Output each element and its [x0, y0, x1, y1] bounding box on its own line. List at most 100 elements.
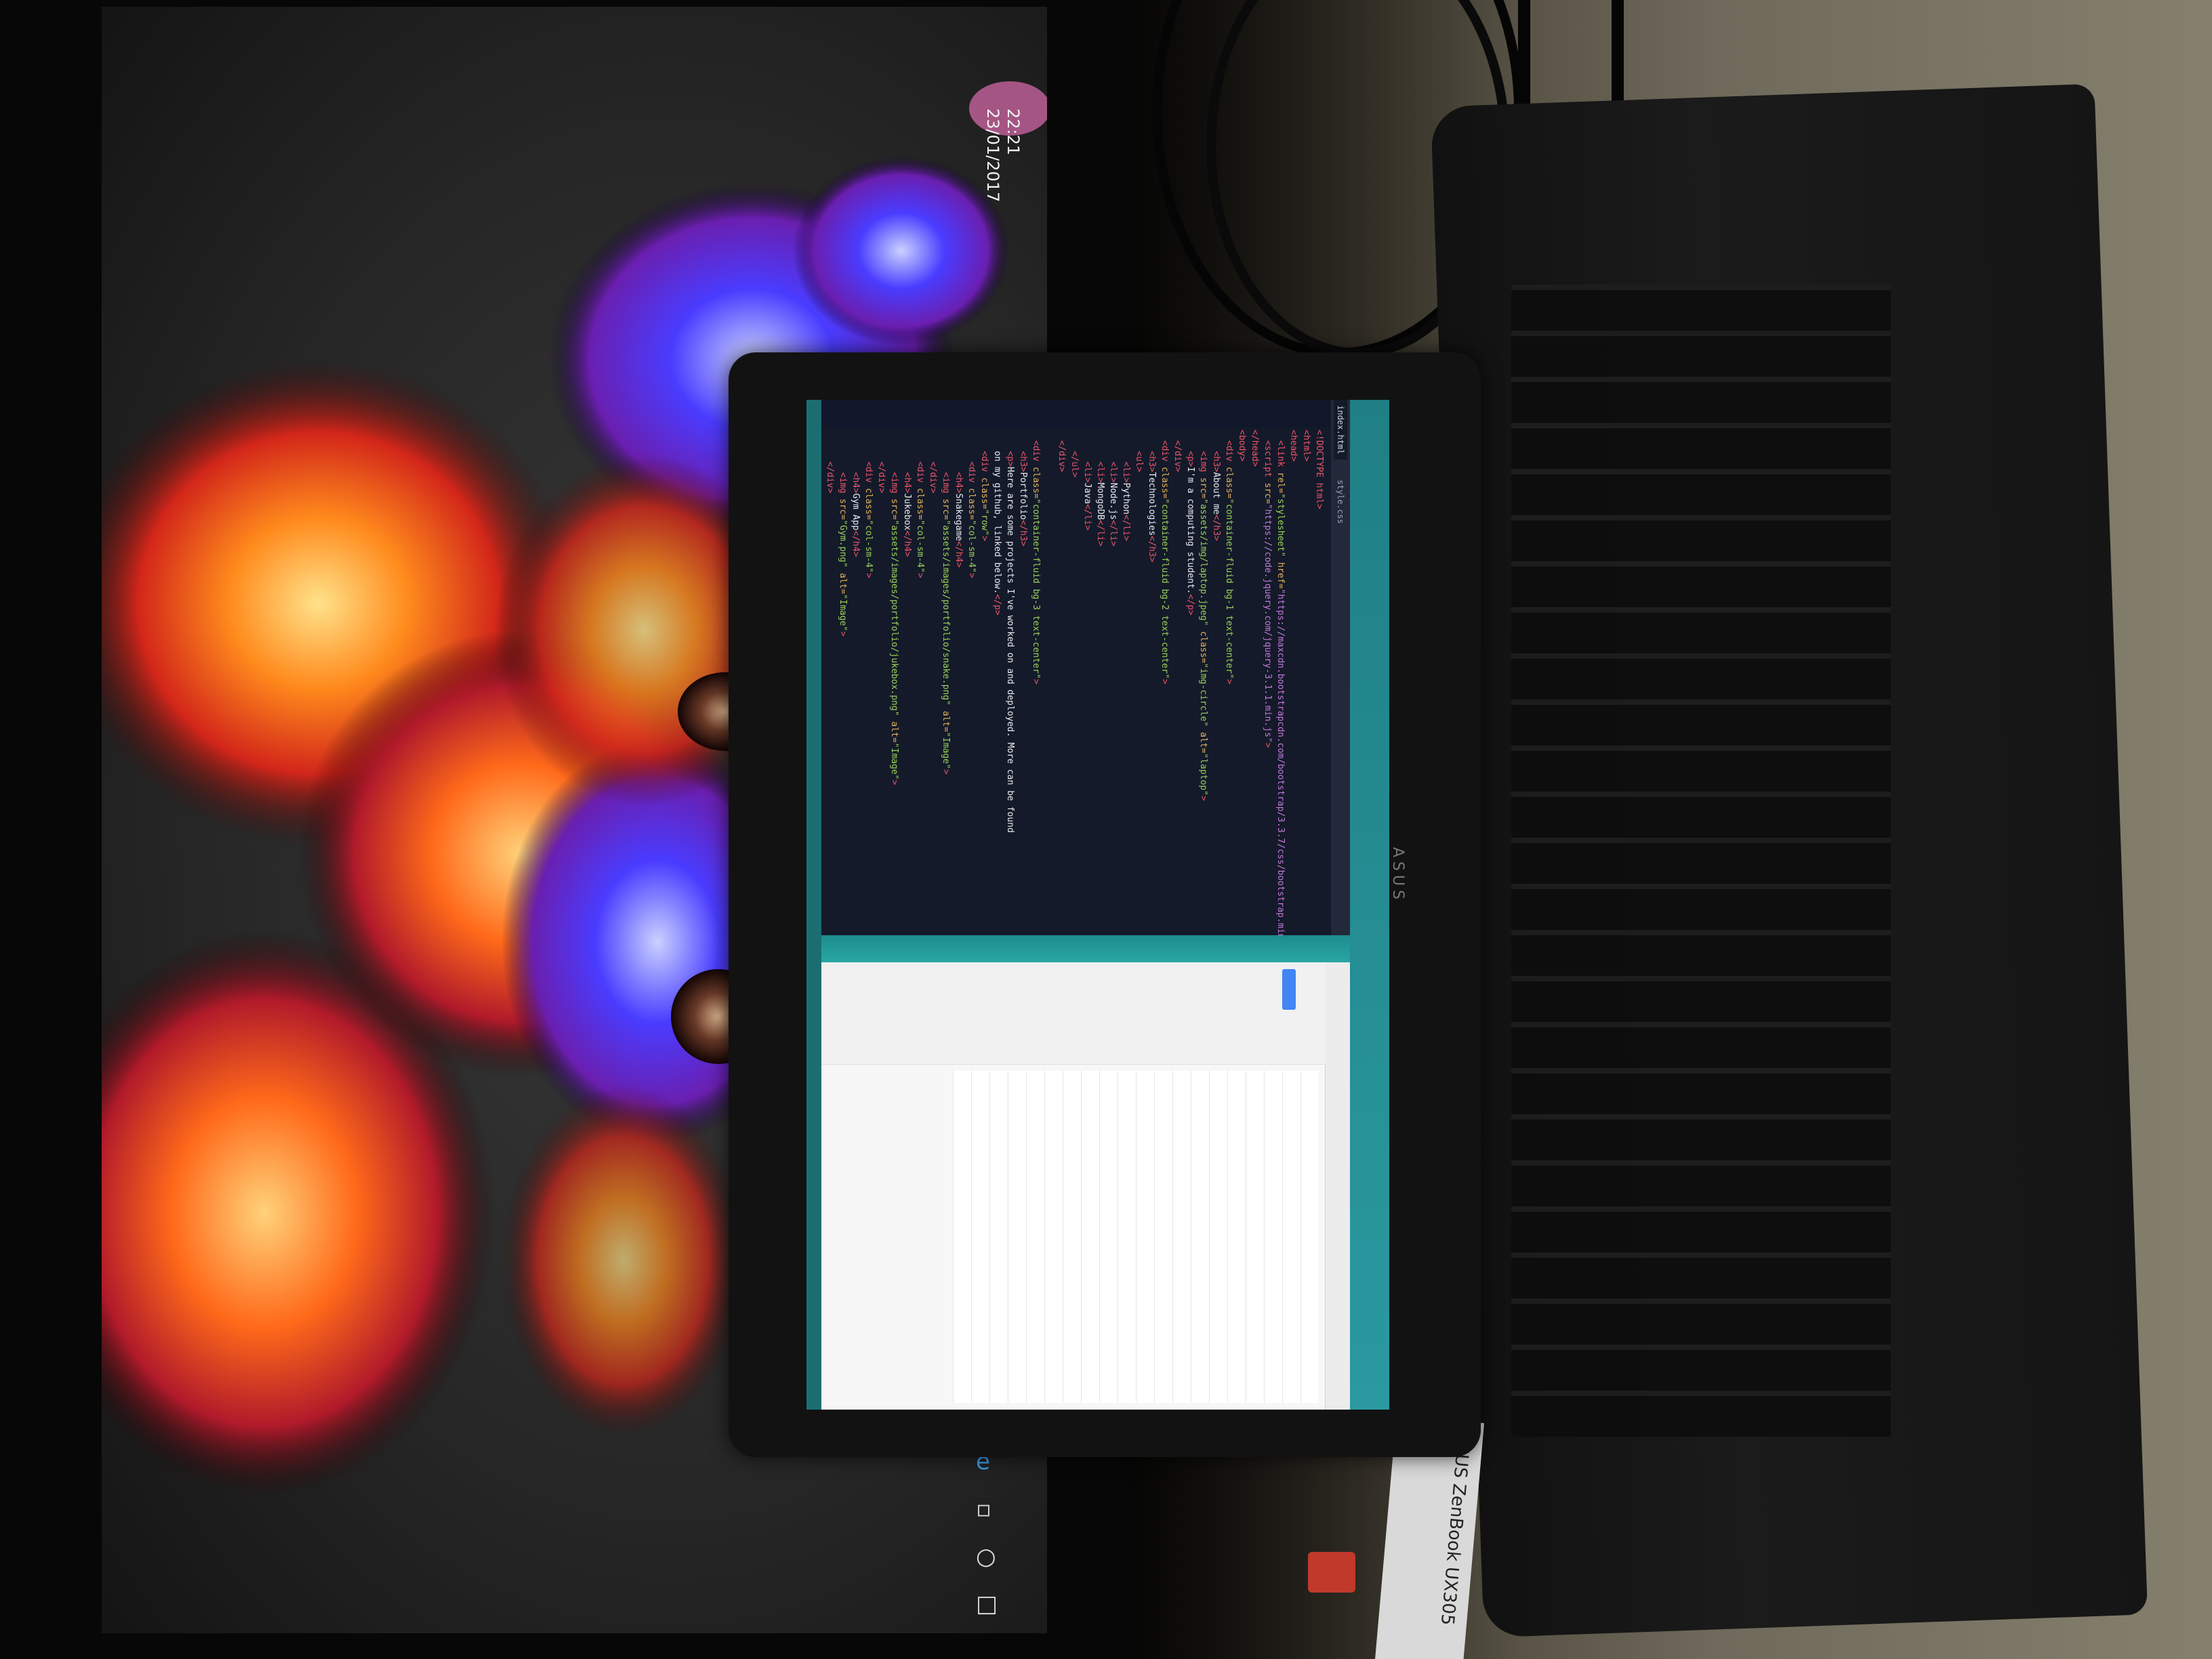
compose-button[interactable]: [1282, 969, 1296, 1010]
mail-row[interactable]: [1209, 1071, 1227, 1403]
code-token: [1108, 430, 1118, 462]
code-token: <html>: [1301, 430, 1311, 462]
code-token: >: [889, 779, 899, 785]
code-token: on my github, linked below.: [992, 430, 1002, 594]
code-token: About me: [1211, 472, 1221, 515]
store-icon[interactable]: □: [976, 1591, 998, 1618]
code-line: <img src="assets/images/portfolio/jukebo…: [888, 430, 901, 931]
mail-row[interactable]: [1300, 1071, 1319, 1403]
code-token: [838, 430, 848, 472]
code-token: >: [1160, 678, 1170, 684]
code-token: <h3>: [1211, 451, 1221, 472]
code-line: <div class="row">: [978, 430, 991, 931]
mail-row[interactable]: [1282, 1071, 1300, 1403]
mail-row[interactable]: [1136, 1071, 1154, 1403]
code-token: <body>: [1237, 430, 1247, 462]
code-token: [1275, 430, 1286, 441]
code-line: <html>: [1300, 430, 1313, 931]
code-token: Here are some projects I've worked on an…: [1005, 466, 1015, 833]
code-line: [1042, 430, 1055, 931]
mail-row[interactable]: [1227, 1071, 1246, 1403]
mail-row[interactable]: [1063, 1071, 1081, 1403]
laptop-screen: index.html style.css <!DOCTYPE html> <htm…: [806, 400, 1389, 1410]
editor-tab-bar: index.html style.css: [1331, 400, 1350, 935]
code-line: <div class="container-fluid bg-2 text-ce…: [1158, 430, 1171, 931]
mail-row[interactable]: [1191, 1071, 1209, 1403]
code-token: <li>: [1095, 461, 1105, 483]
window-divider: [821, 935, 1350, 962]
code-line: <link rel="stylesheet" href="https://max…: [1274, 430, 1287, 935]
code-token: </div>: [1172, 440, 1183, 472]
code-token: </div>: [928, 461, 938, 493]
code-token: [979, 430, 989, 451]
code-token: [1172, 430, 1183, 441]
code-token: Portfolio: [1018, 472, 1028, 520]
code-line: <div class="container-fluid bg-3 text-ce…: [1029, 430, 1042, 931]
code-line: </div>: [875, 430, 888, 931]
code-line: <div class="container-fluid bg-1 text-ce…: [1223, 430, 1235, 931]
laptop-desktop: index.html style.css <!DOCTYPE html> <htm…: [806, 400, 1389, 1410]
search-icon[interactable]: ○: [976, 1543, 996, 1570]
code-text-area[interactable]: <!DOCTYPE html> <html> <head> <link rel="s…: [824, 430, 1326, 935]
usb-drive: [1308, 1552, 1355, 1593]
editor-tab[interactable]: style.css: [1336, 480, 1345, 525]
code-token: class=: [1198, 626, 1208, 663]
mail-row[interactable]: [1099, 1071, 1118, 1403]
code-token: <div: [1224, 440, 1234, 467]
code-token: class=: [966, 488, 977, 520]
code-token: "img-circle": [1198, 663, 1208, 727]
code-line: <h4>Snakegame</h4>: [952, 430, 965, 931]
mail-row[interactable]: [1044, 1071, 1063, 1403]
code-token: <div: [966, 461, 977, 489]
mail-row[interactable]: [971, 1071, 989, 1403]
code-token: "col-sm-4": [863, 520, 874, 573]
mail-row[interactable]: [1081, 1071, 1099, 1403]
code-token: [1057, 430, 1067, 441]
code-editor-window[interactable]: index.html style.css <!DOCTYPE html> <htm…: [821, 400, 1350, 935]
code-token: <div: [863, 461, 874, 489]
code-token: Python: [1121, 483, 1131, 515]
code-token: <ul>: [1134, 451, 1144, 472]
code-token: </li>: [1095, 520, 1105, 547]
mail-sidebar: [821, 962, 1326, 1065]
mail-row[interactable]: [1008, 1071, 1026, 1403]
mail-row[interactable]: [1172, 1071, 1191, 1403]
mail-row[interactable]: [1154, 1071, 1172, 1403]
code-token: >: [863, 573, 874, 579]
code-token: [1185, 430, 1195, 451]
code-token: [1005, 430, 1015, 451]
mail-row[interactable]: [1026, 1071, 1044, 1403]
mail-row[interactable]: [953, 1071, 971, 1403]
code-token: <script: [1263, 440, 1273, 483]
mail-row[interactable]: [1118, 1071, 1136, 1403]
code-token: [1147, 430, 1157, 451]
code-token: [1082, 430, 1092, 462]
code-token: >: [979, 535, 989, 541]
code-token: alt=: [889, 716, 899, 743]
editor-tab[interactable]: index.html: [1334, 400, 1347, 460]
code-token: </h3>: [1018, 520, 1028, 547]
code-line: <h3>Technologies</h3>: [1145, 430, 1158, 931]
code-token: src=: [941, 498, 951, 520]
code-token: <h3>: [1018, 451, 1028, 472]
code-token: <p>: [1185, 451, 1195, 467]
mail-row[interactable]: [1246, 1071, 1264, 1403]
mail-row[interactable]: [989, 1071, 1008, 1403]
code-token: href=: [1275, 556, 1286, 589]
line-number-gutter: [821, 400, 1331, 427]
code-token: "stylesheet": [1275, 493, 1286, 557]
email-browser-window[interactable]: [821, 962, 1350, 1410]
taskbar-clock[interactable]: 22:21 23/01/2017: [983, 108, 1023, 285]
code-token: <h3>: [1147, 451, 1157, 472]
code-token: <div: [1160, 440, 1170, 467]
code-token: Gym App: [851, 493, 861, 531]
task-view-icon[interactable]: ▫: [976, 1496, 992, 1523]
code-token: <li>: [1108, 461, 1118, 483]
code-line: </div>: [1055, 430, 1068, 931]
code-token: "col-sm-4": [966, 520, 977, 573]
mail-row[interactable]: [1264, 1071, 1282, 1403]
code-line: <img src="assets/images/portfolio/snake.…: [939, 430, 952, 931]
code-token: [1121, 430, 1131, 462]
code-token: "laptop": [1198, 753, 1208, 796]
